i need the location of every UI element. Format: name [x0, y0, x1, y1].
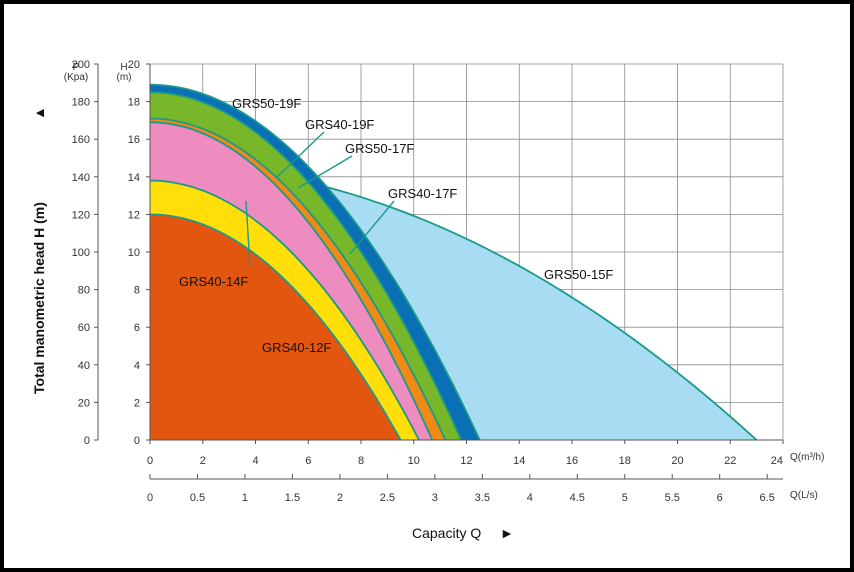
kpa-tick-label: 0: [84, 435, 90, 447]
y-tick-label: 14: [128, 172, 140, 184]
x-ls-tick-label: 3.5: [475, 492, 490, 504]
x-ls-tick-label: 4: [527, 492, 533, 504]
y-axis-arrow-icon: ▲: [31, 106, 47, 120]
y-tick-label: 16: [128, 134, 140, 146]
curve-line-grs40-19f: [149, 91, 463, 441]
y-tick-label: 12: [128, 209, 140, 221]
x-tick-label: 4: [252, 455, 258, 467]
curve-line-grs40-14f: [150, 179, 420, 441]
y-axis-title: Total manometric head H (m): [31, 202, 47, 394]
label-leader-line: [349, 200, 395, 255]
x-ls-tick-label: 1.5: [285, 492, 300, 504]
x-ls-tick-label: 5.5: [665, 492, 680, 504]
curve-label: GRS40-19F: [305, 117, 374, 132]
x-ls-tick-label: 5: [622, 492, 628, 504]
x-axis-title: Capacity Q: [412, 525, 481, 541]
x-unit-ls: Q(L/s): [790, 490, 818, 501]
x-ls-tick-label: 0.5: [190, 492, 205, 504]
y-tick-label: 2: [134, 397, 140, 409]
kpa-tick-label: 160: [72, 134, 90, 146]
kpa-tick-label: 180: [72, 97, 90, 109]
kpa-tick-label: 140: [72, 172, 90, 184]
curve-label: GRS50-17F: [345, 141, 414, 156]
curve-line-grs50-19f: [149, 83, 481, 441]
x-tick-label: 16: [566, 455, 578, 467]
curve-line-grs50-17f: [149, 117, 447, 441]
x-ls-tick-label: 6.5: [760, 492, 775, 504]
curve-label: GRS40-14F: [179, 274, 248, 289]
x-tick-label: 8: [358, 455, 364, 467]
y-tick-label: 0: [134, 435, 140, 447]
curve-area-grs40-12f: [150, 214, 401, 440]
x-tick-label: 2: [200, 455, 206, 467]
curve-label: GRS40-12F: [262, 340, 331, 355]
kpa-tick-label: 80: [78, 285, 90, 297]
x-tick-label: 18: [619, 455, 631, 467]
pump-performance-chart: 0246810121416182002040608010012014016018…: [31, 59, 824, 541]
curve-areas: [149, 83, 758, 441]
x-ls-tick-label: 2.5: [380, 492, 395, 504]
x-ls-tick-label: 6: [717, 492, 723, 504]
curve-line-grs40-12f: [149, 213, 402, 441]
x-tick-label: 0: [147, 455, 153, 467]
x-ls-tick-label: 3: [432, 492, 438, 504]
x-tick-label: 12: [460, 455, 472, 467]
kpa-tick-label: 20: [78, 397, 90, 409]
x-tick-label: 20: [671, 455, 683, 467]
x-tick-label: 10: [408, 455, 420, 467]
label-leader-line: [297, 155, 353, 189]
label-leader-line: [275, 131, 325, 179]
curve-label: GRS50-19F: [232, 96, 301, 111]
x-ls-tick-label: 2: [337, 492, 343, 504]
y-tick-label: 18: [128, 97, 140, 109]
y-tick-label: 6: [134, 322, 140, 334]
x-ls-tick-label: 1: [242, 492, 248, 504]
kpa-axis-label: P (Kpa): [64, 62, 88, 83]
x-tick-label: 14: [513, 455, 525, 467]
y-tick-label: 20: [128, 59, 140, 71]
kpa-tick-label: 100: [72, 247, 90, 259]
y-tick-label: 10: [128, 247, 140, 259]
curve-label: GRS50-15F: [544, 267, 613, 282]
x-unit-m3h: Q(m³/h): [790, 452, 824, 463]
x-ls-tick-label: 4.5: [570, 492, 585, 504]
label-leader-line: [245, 200, 251, 267]
x-tick-label: 22: [724, 455, 736, 467]
chart-frame: 0 2 4 6 8 10 12 14 16 18 20 0 20 40 60 80 100 120 140 160 18…: [4, 4, 850, 568]
x-tick-label: 24: [771, 455, 783, 467]
curve-labels: GRS50-15F GRS50-19F GRS40-19F GRS50-17F GRS4…: [179, 96, 613, 355]
tick-labels: 0246810121416182002040608010012014016018…: [72, 59, 783, 504]
x-axis-arrow-icon: ►: [500, 525, 514, 541]
kpa-tick-label: 60: [78, 322, 90, 334]
kpa-tick-label: 40: [78, 360, 90, 372]
kpa-tick-label: 120: [72, 209, 90, 221]
axes: [94, 63, 784, 480]
kpa-tick-label: 200: [72, 59, 90, 71]
y-tick-label: 8: [134, 285, 140, 297]
x-ls-tick-label: 0: [147, 492, 153, 504]
curve-line-grs40-17f: [149, 121, 434, 441]
x-tick-label: 6: [305, 455, 311, 467]
curve-label: GRS40-17F: [388, 186, 457, 201]
head-axis-label: H (m): [117, 62, 132, 83]
y-tick-label: 4: [134, 360, 140, 372]
